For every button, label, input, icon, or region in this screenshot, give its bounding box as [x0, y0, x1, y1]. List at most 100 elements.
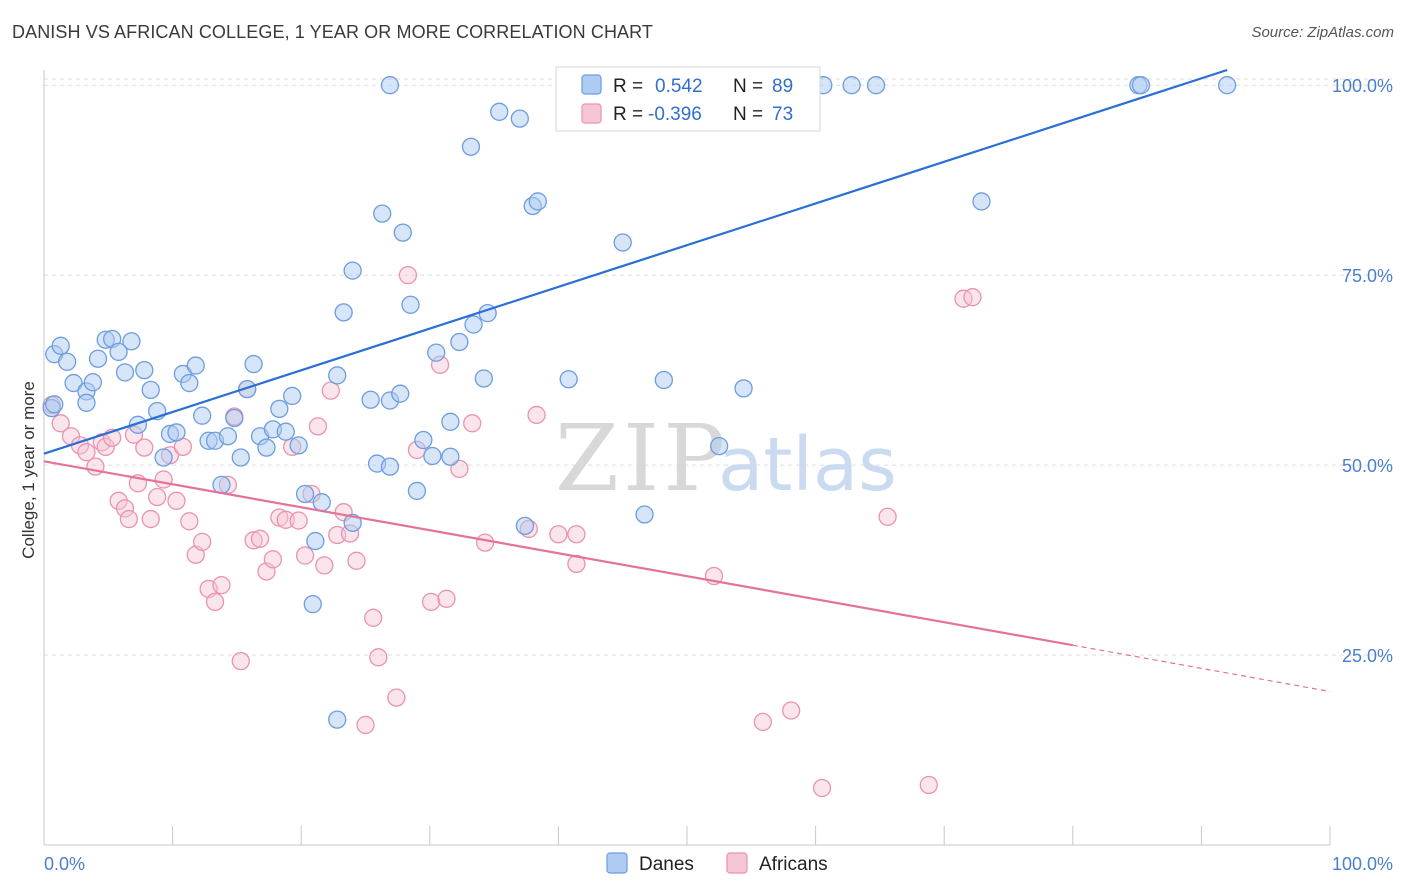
danes-point	[193, 406, 212, 425]
danes-point	[528, 192, 547, 211]
x-tick-label: 100.0%	[1332, 854, 1393, 874]
chart-source: Source: ZipAtlas.com	[1251, 24, 1394, 41]
danes-point	[343, 261, 362, 280]
danes-points	[42, 76, 1237, 729]
danes-point	[380, 457, 400, 476]
danes-point	[866, 76, 886, 95]
watermark: ZIP atlas	[555, 405, 897, 512]
danes-point	[88, 349, 108, 368]
danes-point	[407, 481, 427, 501]
series-legend-danes-swatch	[606, 852, 628, 874]
africans-point	[263, 550, 283, 569]
danes-point	[306, 531, 325, 551]
africans-point	[315, 556, 334, 575]
danes-point	[391, 384, 410, 403]
danes-point	[115, 363, 135, 382]
danes-point	[635, 505, 654, 524]
africans-point	[919, 775, 938, 795]
africans-point	[549, 525, 568, 544]
danes-point	[393, 223, 412, 242]
danes-point	[710, 436, 729, 456]
danes-point	[45, 395, 64, 414]
danes-point	[312, 493, 331, 512]
africans-point	[77, 443, 96, 462]
danes-point	[128, 415, 148, 434]
africans-point	[421, 592, 441, 612]
danes-point	[1217, 76, 1237, 95]
legend-africans-swatch	[581, 103, 602, 124]
danes-point	[441, 412, 460, 431]
africans-point	[475, 533, 495, 552]
danes-point	[225, 408, 244, 428]
africans-point	[321, 381, 340, 400]
danes-point	[231, 448, 250, 467]
series-legend-africans-swatch	[726, 852, 748, 874]
africans-points	[42, 265, 982, 798]
danes-point	[613, 233, 632, 252]
correlation-legend: R = 0.542 N = 89 R = -0.396 N = 73	[555, 66, 821, 132]
watermark-atlas: atlas	[718, 422, 897, 508]
danes-point	[328, 366, 347, 385]
africans-point	[963, 288, 982, 307]
danes-point	[328, 710, 347, 729]
y-tick-label: 100.0%	[1332, 76, 1393, 96]
danes-point	[654, 370, 674, 390]
africans-point	[289, 511, 308, 530]
africans-point	[347, 551, 366, 570]
africans-point	[119, 509, 139, 529]
africans-point	[154, 470, 173, 489]
africans-point	[205, 592, 225, 612]
africans-point	[180, 512, 199, 531]
legend-danes-r-value: 0.542	[655, 76, 703, 97]
africans-point	[364, 608, 383, 627]
danes-point	[1131, 76, 1151, 95]
series-legend: Danes Africans	[606, 852, 828, 875]
africans-point	[398, 265, 418, 285]
danes-point	[64, 373, 83, 393]
africans-point	[244, 531, 263, 550]
danes-point	[289, 436, 308, 455]
africans-point	[295, 546, 315, 565]
legend-africans-r-label: R =	[613, 104, 643, 125]
danes-point	[283, 386, 302, 406]
danes-trend-line	[43, 68, 1228, 455]
danes-point	[343, 513, 362, 532]
danes-point	[380, 76, 400, 95]
danes-point	[295, 484, 315, 504]
series-legend-africans-label: Africans	[759, 854, 828, 875]
x-tick-label: 0.0%	[44, 854, 85, 874]
legend-africans-r-value: -0.396	[648, 104, 702, 125]
chart-title: DANISH VS AFRICAN COLLEGE, 1 YEAR OR MOR…	[12, 22, 654, 42]
legend-danes-r-label: R =	[613, 76, 643, 97]
danes-point	[490, 102, 509, 121]
africans-point	[356, 715, 375, 735]
africans-point	[250, 529, 270, 548]
africans-point	[167, 491, 186, 510]
africans-trend-extension	[1072, 644, 1331, 693]
africans-point	[276, 510, 295, 529]
danes-point	[135, 360, 154, 380]
africans-point	[878, 507, 897, 526]
y-axis-label: College, 1 year or more	[19, 381, 38, 559]
danes-point	[373, 204, 392, 223]
danes-point	[141, 380, 160, 400]
africans-point	[782, 701, 801, 720]
axes: 25.0% 50.0% 75.0% 100.0% 0.0% 100.0%	[43, 70, 1393, 874]
africans-point	[567, 525, 586, 544]
africans-point	[51, 414, 70, 433]
danes-point	[244, 354, 263, 374]
danes-point	[461, 137, 481, 156]
danes-point	[167, 423, 186, 442]
danes-point	[276, 422, 295, 441]
danes-point	[218, 427, 238, 446]
danes-point	[212, 475, 231, 495]
series-legend-danes-label: Danes	[639, 854, 694, 875]
africans-point	[387, 688, 406, 707]
danes-point	[180, 373, 199, 393]
africans-point	[193, 532, 212, 551]
africans-trend-line	[43, 460, 1073, 647]
danes-point	[414, 430, 433, 450]
africans-point	[437, 589, 456, 608]
danes-point	[154, 448, 173, 467]
legend-danes-swatch	[581, 74, 602, 95]
